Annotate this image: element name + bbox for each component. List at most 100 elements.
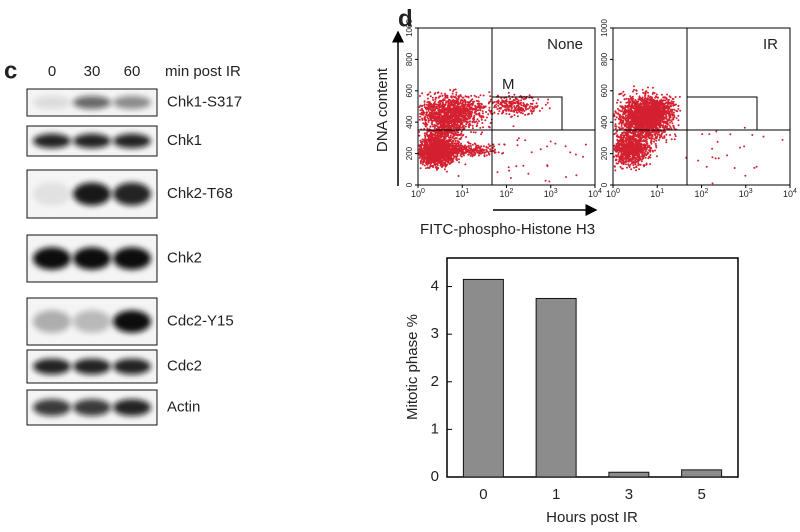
dot	[450, 102, 453, 105]
dot	[464, 95, 467, 98]
dot	[510, 116, 513, 118]
dot	[489, 148, 492, 151]
band	[73, 133, 111, 149]
dot	[671, 113, 674, 116]
dot	[435, 147, 438, 150]
dots	[613, 85, 784, 185]
dot	[436, 113, 439, 116]
dot	[464, 163, 467, 166]
dot	[426, 166, 429, 169]
dot	[456, 115, 459, 118]
dot	[484, 151, 487, 154]
dot	[470, 108, 473, 110]
dot	[437, 91, 440, 94]
dot	[497, 100, 500, 103]
dot	[662, 96, 665, 99]
y-tick-label: 0	[405, 182, 414, 187]
dot	[505, 108, 508, 111]
dot	[450, 119, 453, 122]
dot	[477, 120, 480, 123]
dot	[465, 146, 468, 149]
dot	[530, 112, 533, 115]
dot	[462, 112, 464, 114]
dot	[512, 100, 514, 103]
band	[33, 133, 71, 149]
tick-base: 10	[544, 189, 554, 199]
dot	[654, 96, 657, 99]
dot	[502, 109, 505, 112]
dot	[419, 112, 422, 115]
dot	[443, 142, 446, 144]
dot	[498, 110, 501, 113]
dot	[425, 145, 428, 147]
dot	[515, 165, 518, 168]
dot	[419, 115, 422, 118]
dot	[669, 121, 671, 124]
dot	[485, 116, 488, 119]
dot	[429, 164, 432, 167]
dot	[429, 116, 432, 119]
dot	[473, 151, 475, 154]
dot	[444, 115, 446, 118]
dot	[461, 134, 464, 137]
dot	[430, 109, 433, 112]
dot	[644, 137, 647, 140]
dot	[516, 139, 519, 142]
dot	[618, 115, 621, 118]
dot	[510, 102, 513, 105]
dot	[547, 98, 550, 101]
dot	[511, 106, 513, 109]
dot	[419, 146, 422, 149]
dot	[446, 94, 449, 97]
dot	[455, 118, 458, 121]
dot	[465, 136, 467, 138]
dot	[469, 104, 471, 107]
dot	[442, 119, 445, 122]
x-tick-label: 104	[588, 188, 602, 200]
tick-base: 10	[500, 189, 510, 199]
dot	[499, 103, 502, 106]
dot	[455, 126, 458, 129]
dot	[513, 114, 516, 117]
dot	[422, 112, 425, 115]
dot	[446, 117, 448, 120]
dot	[674, 135, 677, 138]
dot	[508, 104, 511, 107]
dot	[425, 151, 428, 154]
dot	[463, 118, 465, 121]
dot	[517, 109, 520, 112]
dot	[419, 167, 422, 170]
dot	[447, 158, 450, 161]
dot	[466, 148, 469, 151]
dot	[466, 104, 469, 106]
dot	[546, 145, 549, 148]
dot	[461, 152, 463, 155]
dot	[419, 95, 421, 97]
dot	[627, 106, 630, 109]
dot	[523, 98, 526, 101]
band	[113, 96, 151, 109]
dot	[440, 99, 443, 102]
band	[73, 247, 111, 270]
dot	[446, 143, 449, 146]
dot	[481, 110, 484, 113]
dot	[431, 96, 434, 99]
dot	[626, 101, 629, 104]
dot	[650, 138, 653, 141]
blot-label: Chk1	[167, 132, 202, 149]
dot	[451, 140, 454, 143]
dot	[660, 135, 663, 138]
dot	[471, 117, 474, 120]
dot	[489, 144, 492, 147]
dot	[443, 153, 445, 156]
y-tick-label: 200	[405, 146, 414, 160]
dot	[442, 110, 445, 113]
dot	[537, 98, 540, 101]
dot	[432, 136, 435, 139]
dot	[430, 142, 432, 145]
dot	[458, 161, 461, 164]
dot	[520, 99, 523, 102]
dot	[631, 99, 634, 102]
dot	[482, 151, 485, 154]
dot	[526, 103, 528, 106]
